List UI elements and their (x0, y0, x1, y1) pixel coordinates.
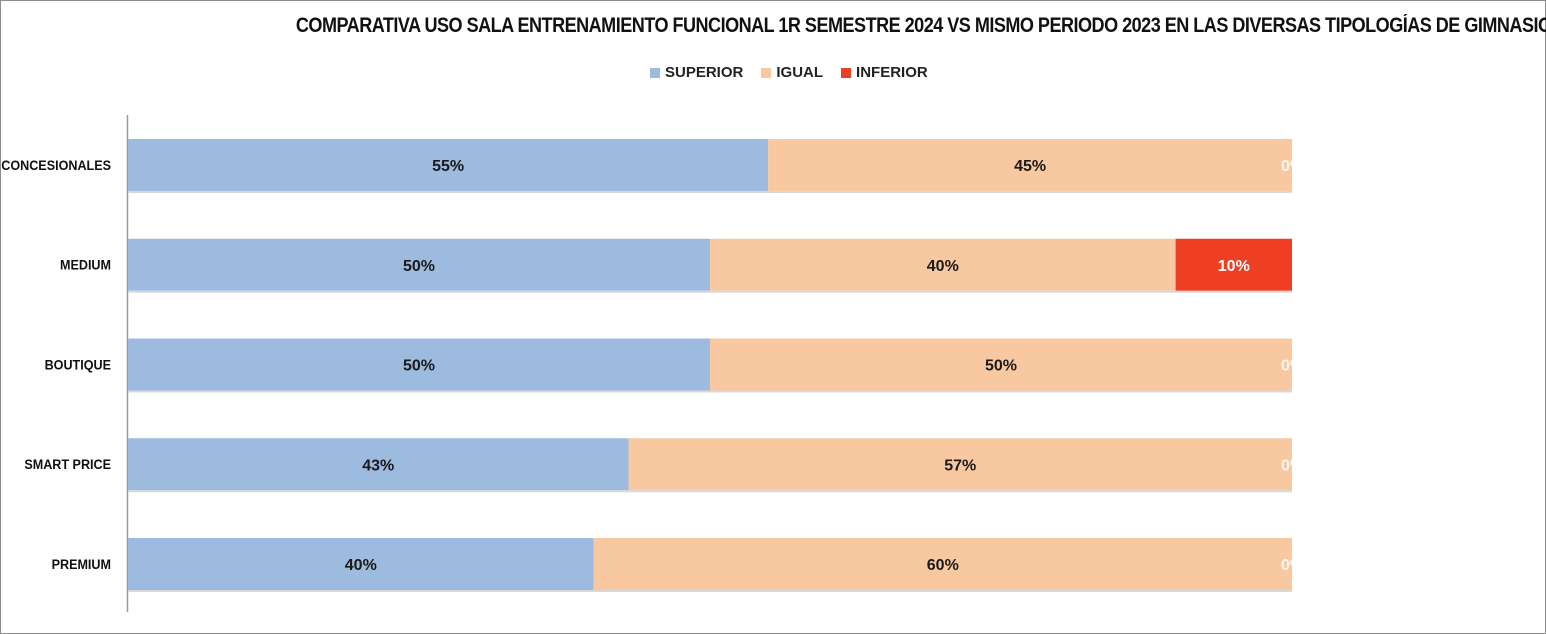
bar-smart-price-igual (628, 438, 1292, 491)
bar-boutique-superior (128, 338, 710, 391)
bar-shadow-boutique-igual (710, 390, 1292, 393)
category-label-smart-price: SMART PRICE (24, 457, 111, 473)
category-label-boutique: BOUTIQUE (45, 357, 112, 373)
category-label-medium: MEDIUM (60, 257, 111, 273)
value-label-smart-price-superior: 43% (362, 457, 394, 474)
legend-item-igual: IGUAL (761, 64, 823, 81)
bar-shadow-premium-superior (128, 590, 594, 592)
category-label-premium: PREMIUM (52, 556, 111, 572)
bar-premium-superior (128, 538, 594, 590)
bar-premium-igual (593, 538, 1292, 590)
legend-label-superior: SUPERIOR (665, 64, 744, 81)
value-label-smart-price-igual: 57% (944, 457, 976, 474)
plot-right-mask (1292, 120, 1352, 610)
value-label-concesionales-igual: 45% (1014, 158, 1046, 175)
bar-shadow-medium-superior (128, 290, 710, 293)
legend-item-inferior: INFERIOR (841, 64, 928, 81)
value-label-medium-igual: 40% (927, 258, 959, 275)
value-label-premium-igual: 60% (927, 557, 959, 574)
bar-shadow-medium-igual (710, 290, 1176, 293)
bar-concesionales-superior (128, 139, 769, 191)
bar-medium-superior (128, 238, 710, 291)
value-label-premium-superior: 40% (345, 557, 377, 574)
bar-shadow-smart-price-superior (128, 490, 629, 493)
bar-medium-inferior (1175, 238, 1292, 291)
bar-concesionales-igual (768, 139, 1292, 191)
chart-legend: SUPERIOR IGUAL INFERIOR (650, 64, 928, 81)
legend-label-igual: IGUAL (776, 64, 824, 81)
category-label-concesionales: CONCESIONALES (1, 157, 111, 173)
bar-shadow-concesionales-superior (128, 191, 769, 193)
legend-label-inferior: INFERIOR (856, 64, 928, 81)
legend-swatch-inferior (841, 67, 852, 78)
legend-swatch-igual (761, 67, 772, 78)
value-label-boutique-igual: 50% (985, 358, 1017, 375)
value-label-boutique-superior: 50% (403, 358, 435, 375)
bar-medium-igual (710, 238, 1176, 291)
legend-swatch-superior (650, 67, 660, 78)
value-label-medium-superior: 50% (403, 258, 435, 275)
bar-smart-price-superior (128, 438, 629, 491)
bar-shadow-boutique-superior (128, 390, 710, 393)
bar-shadow-smart-price-igual (628, 490, 1292, 493)
bar-shadow-premium-igual (593, 590, 1292, 592)
bar-shadow-concesionales-igual (768, 191, 1292, 193)
legend-item-superior: SUPERIOR (650, 64, 743, 81)
value-label-medium-inferior: 10% (1218, 258, 1250, 275)
bar-boutique-igual (710, 338, 1292, 391)
bar-shadow-medium-inferior (1175, 290, 1292, 293)
value-label-concesionales-superior: 55% (432, 158, 464, 175)
chart-title: COMPARATIVA USO SALA ENTRENAMIENTO FUNCI… (295, 14, 1546, 37)
